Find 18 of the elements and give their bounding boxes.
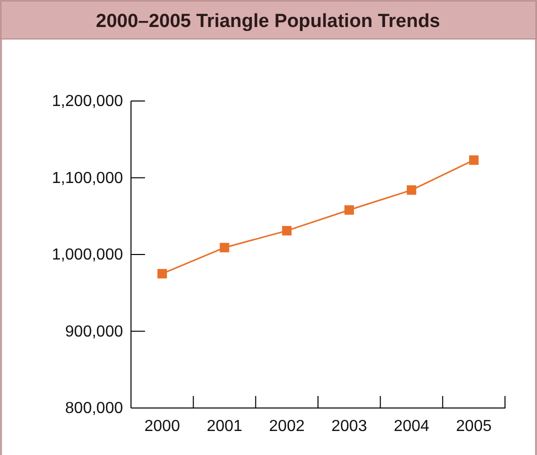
point xyxy=(157,268,167,278)
y-tick-label: 1,200,000 xyxy=(52,93,124,110)
point xyxy=(220,242,230,252)
y-tick-label: 900,000 xyxy=(65,323,124,340)
x-tick-label: 2005 xyxy=(456,418,492,435)
x-tick-label: 2002 xyxy=(269,418,305,435)
point xyxy=(406,185,416,195)
point xyxy=(282,226,292,236)
point xyxy=(469,155,479,165)
point xyxy=(344,205,354,215)
x-tick-label: 2000 xyxy=(144,418,180,435)
x-tick-label: 2001 xyxy=(206,418,242,435)
y-tick-label: 800,000 xyxy=(65,400,124,418)
chart-title: 2000–2005 Triangle Population Trends xyxy=(96,11,440,32)
x-tick-label: 2004 xyxy=(394,418,430,435)
x-tick-label: 2003 xyxy=(331,418,368,435)
y-tick-label: 1,000,000 xyxy=(52,246,124,264)
y-tick-label: 1,100,000 xyxy=(52,170,124,187)
